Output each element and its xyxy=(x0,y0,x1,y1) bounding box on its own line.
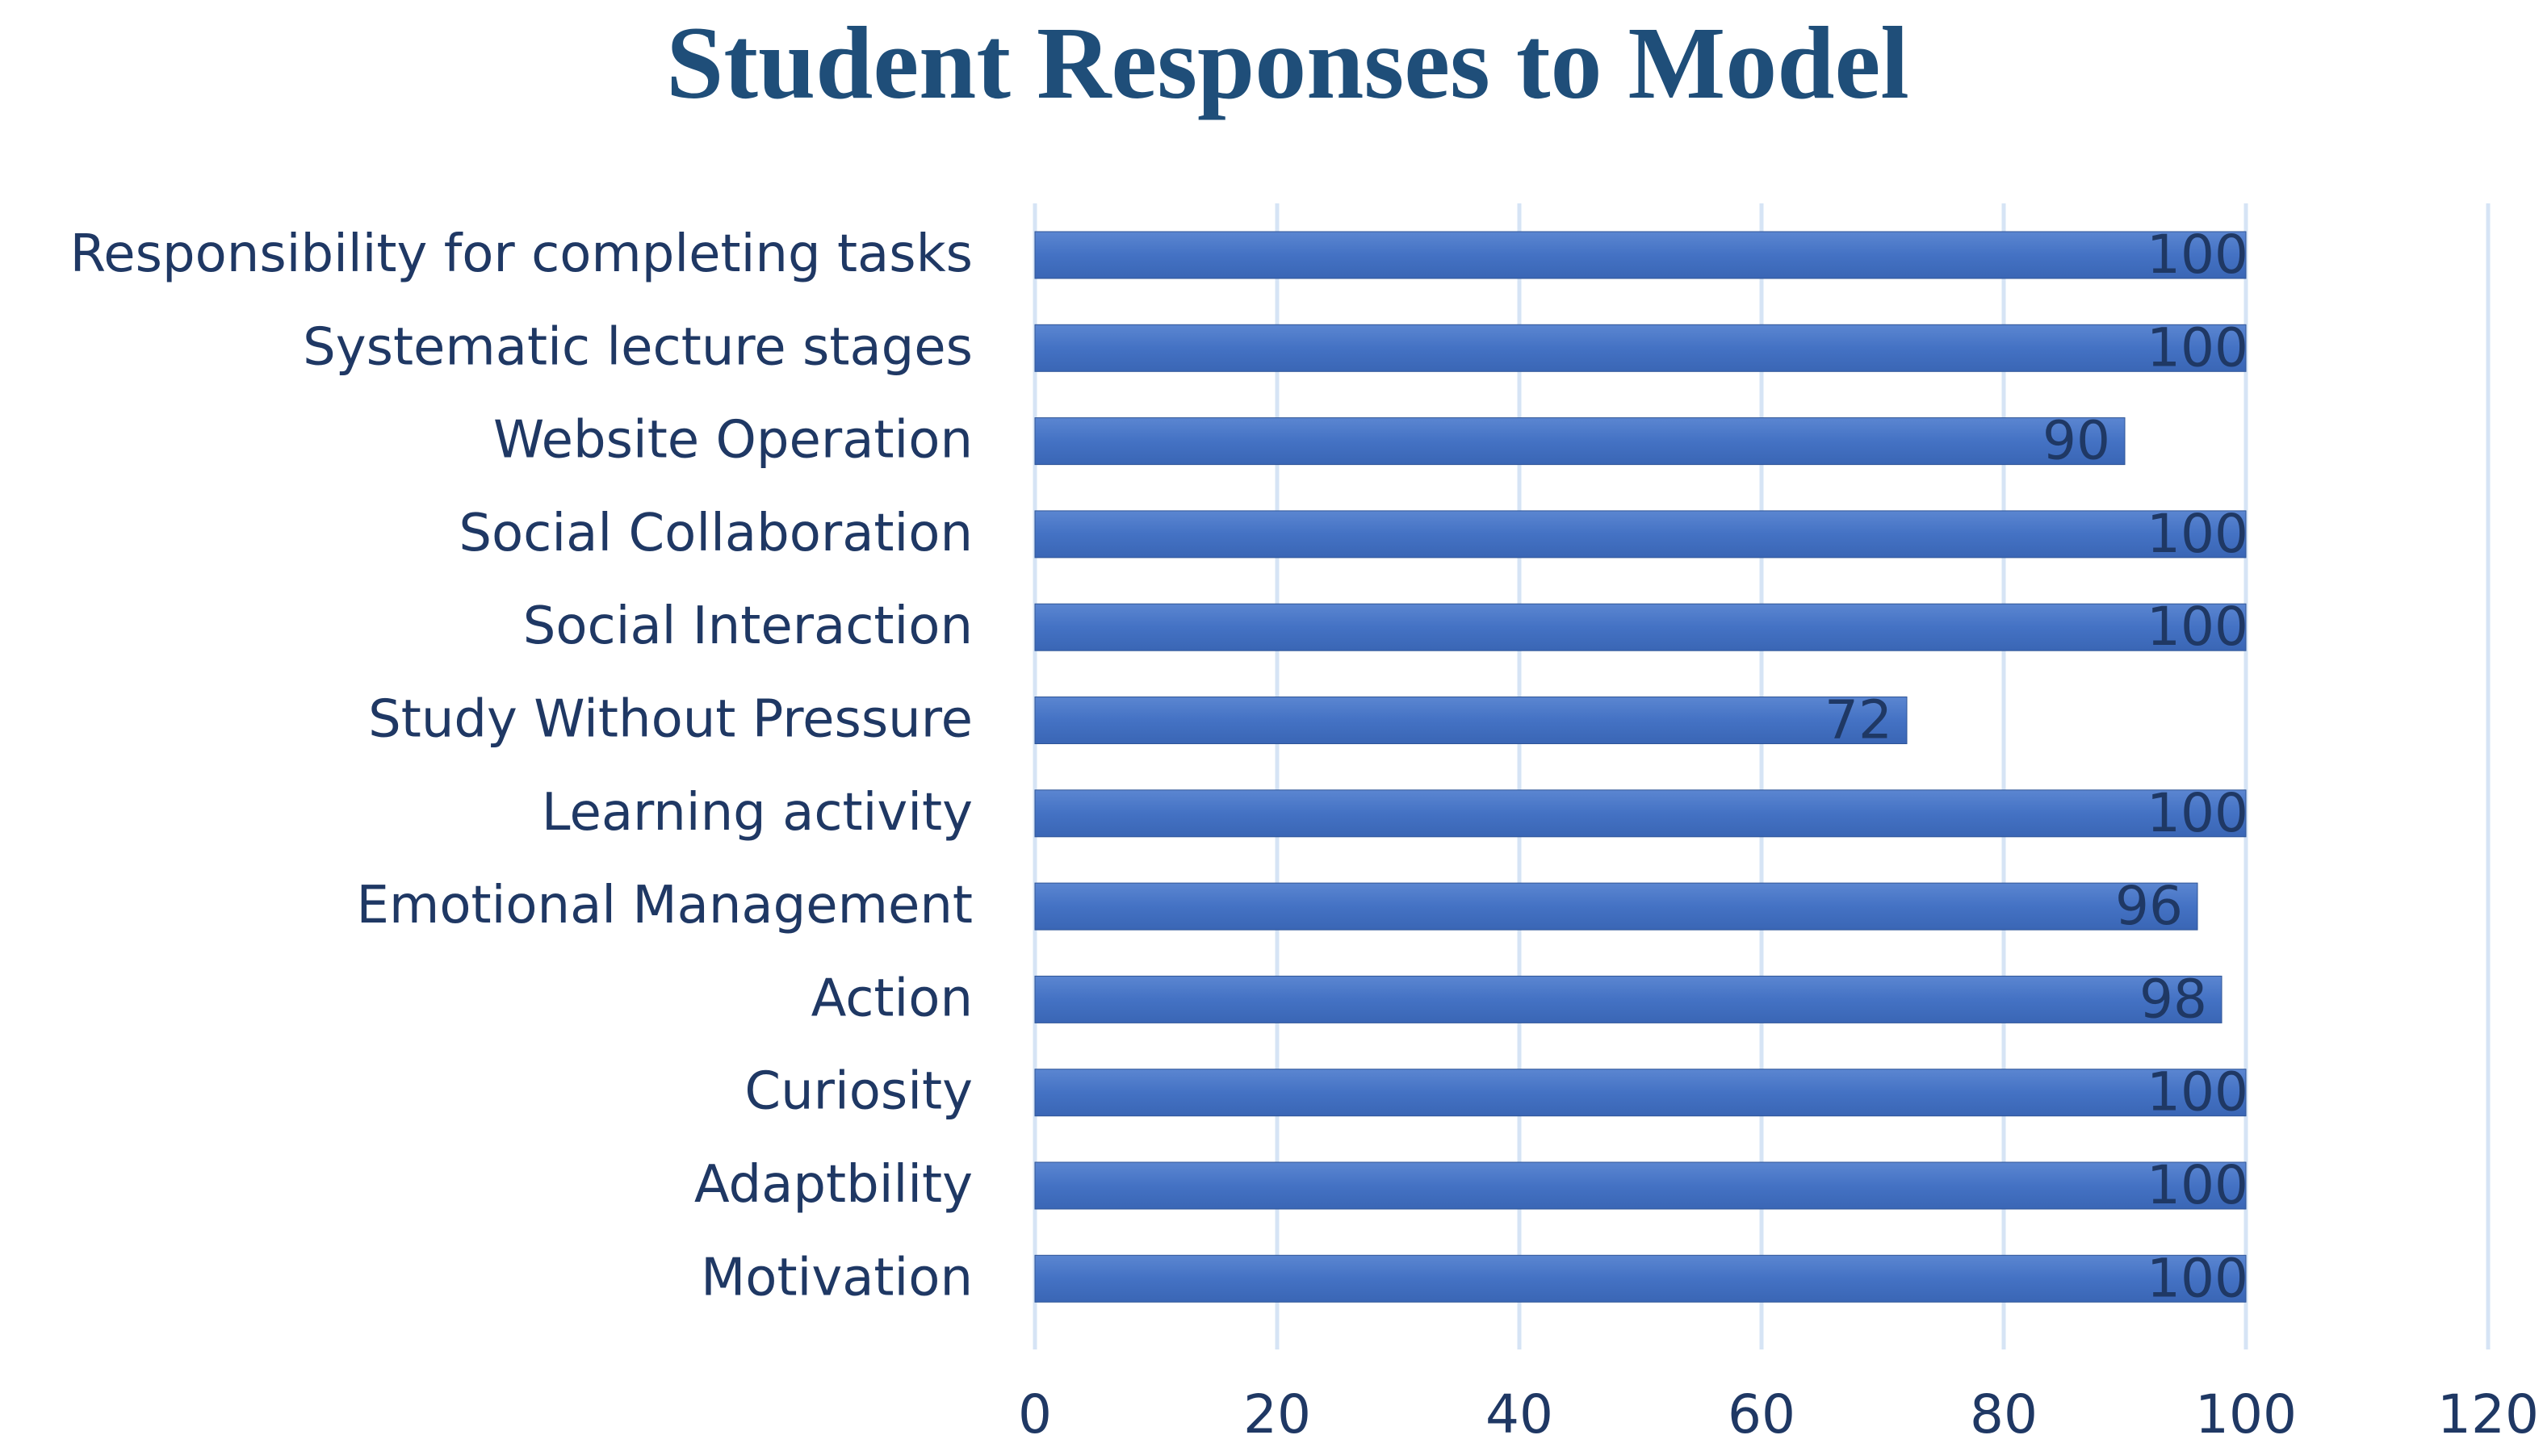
category-label: Action xyxy=(811,969,973,1028)
category-label: Emotional Management xyxy=(357,876,973,935)
x-tick-label: 60 xyxy=(1728,1383,1795,1446)
data-label: 72 xyxy=(1825,689,1892,751)
data-label: 100 xyxy=(2147,224,2248,286)
data-label: 100 xyxy=(2147,596,2248,658)
bar xyxy=(1034,603,2247,651)
chart-title: Student Responses to Model xyxy=(666,6,1909,120)
category-label: Social Interaction xyxy=(523,596,973,656)
data-label: 90 xyxy=(2042,410,2110,472)
gridlines xyxy=(1033,203,2491,1349)
category-label: Systematic lecture stages xyxy=(303,317,973,377)
category-label: Social Collaboration xyxy=(459,504,973,563)
data-labels: 100 100 90 100 100 72 100 96 98 100 100 100 xyxy=(1825,224,2248,1309)
category-label: Curiosity xyxy=(744,1062,973,1122)
x-tick-label: 120 xyxy=(2437,1383,2539,1446)
bar xyxy=(1034,975,2223,1023)
bar xyxy=(1034,510,2247,559)
x-tick-labels: 0 20 40 60 80 100 120 xyxy=(1018,1383,2539,1446)
data-label: 98 xyxy=(2139,968,2207,1030)
data-label: 96 xyxy=(2115,875,2183,937)
bar xyxy=(1034,324,2247,372)
bar xyxy=(1034,697,1908,744)
category-label: Motivation xyxy=(701,1248,973,1307)
category-label: Responsibility for completing tasks xyxy=(70,224,973,284)
bar xyxy=(1034,1069,2247,1117)
x-tick-label: 100 xyxy=(2195,1383,2297,1446)
category-label: Study Without Pressure xyxy=(368,690,973,750)
data-label: 100 xyxy=(2147,782,2248,844)
x-tick-label: 80 xyxy=(1970,1383,2038,1446)
bar xyxy=(1034,417,2126,466)
bar xyxy=(1034,1161,2247,1210)
data-label: 100 xyxy=(2147,1247,2248,1309)
data-label: 100 xyxy=(2147,503,2248,565)
x-tick-label: 0 xyxy=(1018,1383,1052,1446)
bar xyxy=(1034,882,2198,931)
data-label: 100 xyxy=(2147,1154,2248,1216)
bar xyxy=(1034,789,2247,838)
category-labels: Responsibility for completing tasks Syste… xyxy=(70,224,973,1307)
category-label: Adaptbility xyxy=(694,1155,973,1215)
data-label: 100 xyxy=(2147,316,2248,379)
data-label: 100 xyxy=(2147,1061,2248,1123)
bar xyxy=(1034,1254,2247,1303)
bar xyxy=(1034,231,2247,279)
category-label: Learning activity xyxy=(542,783,973,843)
bars xyxy=(1034,231,2247,1303)
x-tick-label: 40 xyxy=(1485,1383,1553,1446)
x-tick-label: 20 xyxy=(1243,1383,1311,1446)
category-label: Website Operation xyxy=(493,411,973,471)
